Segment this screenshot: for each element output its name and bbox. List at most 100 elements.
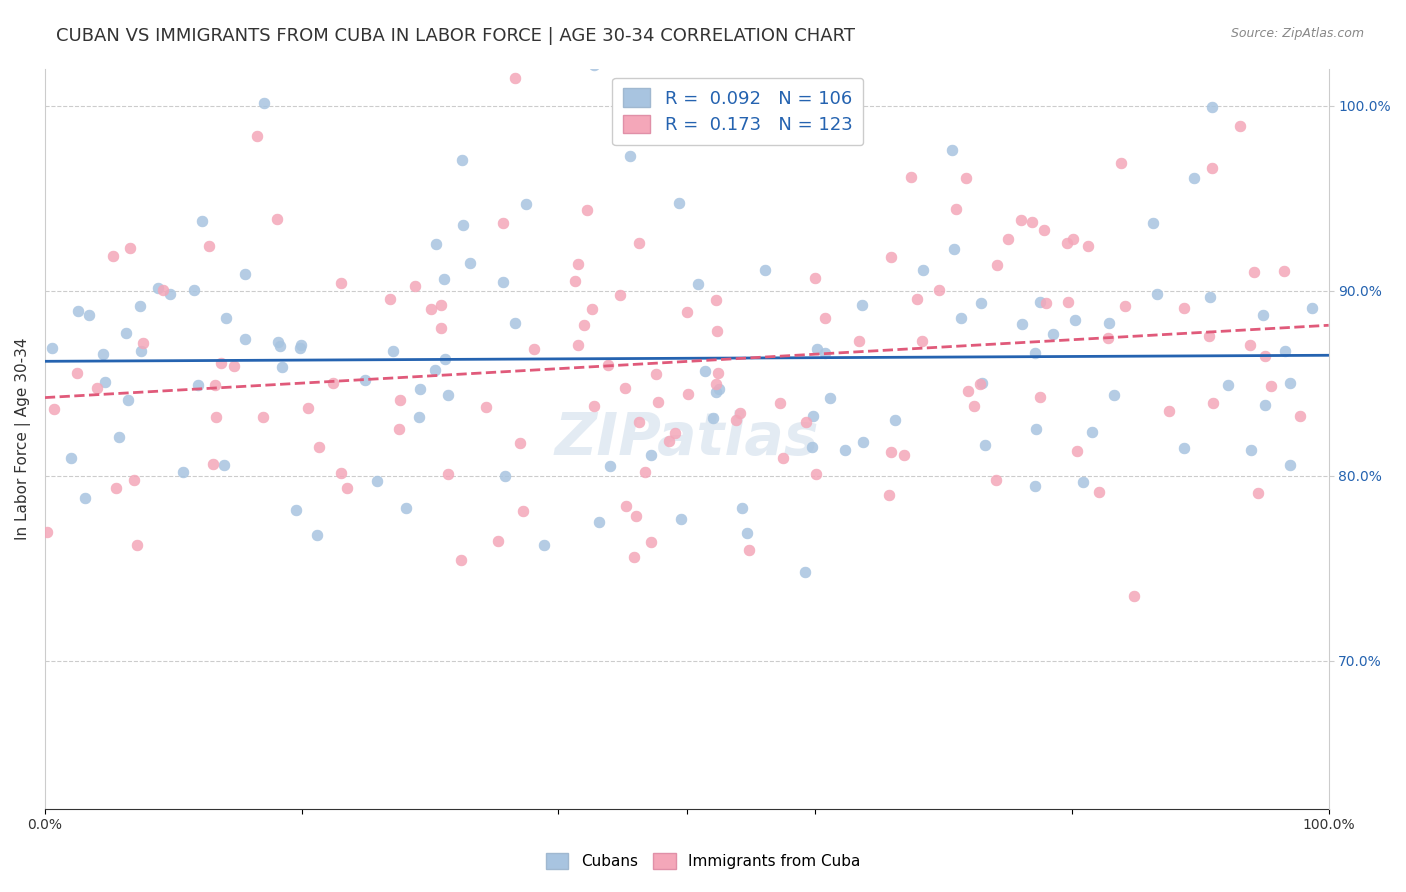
Point <box>533 538 555 552</box>
Point <box>707 367 730 381</box>
Point <box>614 500 637 514</box>
Point <box>388 393 411 408</box>
Point <box>668 196 690 211</box>
Point <box>725 413 748 427</box>
Point <box>1254 398 1277 412</box>
Point <box>614 381 637 395</box>
Point <box>450 552 472 566</box>
Point <box>86 381 108 395</box>
Point <box>66 366 89 380</box>
Point <box>1071 475 1094 489</box>
Point <box>804 467 827 481</box>
Point <box>91 347 114 361</box>
Point <box>1029 294 1052 309</box>
Point <box>1088 485 1111 500</box>
Point <box>1173 301 1195 315</box>
Point <box>159 287 181 301</box>
Point <box>215 311 238 326</box>
Point <box>576 202 599 217</box>
Point <box>1025 422 1047 436</box>
Point <box>266 211 288 226</box>
Point <box>1062 232 1084 246</box>
Point <box>253 95 276 110</box>
Point <box>900 169 922 184</box>
Point <box>308 440 330 454</box>
Point <box>35 525 58 540</box>
Point <box>433 272 456 286</box>
Point <box>814 346 837 360</box>
Point <box>801 440 824 454</box>
Point <box>658 434 681 448</box>
Point <box>437 467 460 481</box>
Point <box>599 459 621 474</box>
Point <box>75 491 97 505</box>
Point <box>588 516 610 530</box>
Point <box>451 218 474 232</box>
Point <box>1097 330 1119 344</box>
Point <box>851 298 873 312</box>
Point <box>297 401 319 415</box>
Point <box>582 58 605 72</box>
Point <box>941 143 963 157</box>
Point <box>1114 300 1136 314</box>
Point <box>198 238 221 252</box>
Point <box>336 481 359 495</box>
Point <box>205 409 228 424</box>
Point <box>1260 379 1282 393</box>
Point <box>1239 338 1261 352</box>
Point <box>1056 235 1078 250</box>
Point <box>834 442 856 457</box>
Point <box>644 367 666 381</box>
Point <box>754 263 776 277</box>
Point <box>707 382 730 396</box>
Point <box>806 343 828 357</box>
Point <box>437 387 460 401</box>
Point <box>1142 216 1164 230</box>
Point <box>564 275 586 289</box>
Point <box>945 202 967 217</box>
Point <box>105 481 128 495</box>
Point <box>675 305 697 319</box>
Point <box>271 359 294 374</box>
Legend: R =  0.092   N = 106, R =  0.173   N = 123: R = 0.092 N = 106, R = 0.173 N = 123 <box>613 78 863 145</box>
Point <box>503 317 526 331</box>
Point <box>686 277 709 292</box>
Point <box>728 406 751 420</box>
Point <box>1098 317 1121 331</box>
Point <box>1010 213 1032 227</box>
Point <box>512 504 534 518</box>
Point <box>60 450 83 465</box>
Point <box>233 267 256 281</box>
Point <box>419 302 441 317</box>
Point <box>814 311 837 326</box>
Point <box>41 341 63 355</box>
Point <box>183 283 205 297</box>
Point <box>1278 458 1301 472</box>
Point <box>955 171 977 186</box>
Point <box>969 377 991 392</box>
Point <box>1063 313 1085 327</box>
Point <box>382 343 405 358</box>
Point <box>1201 396 1223 410</box>
Point <box>204 378 226 392</box>
Point <box>852 435 875 450</box>
Point <box>1274 344 1296 359</box>
Point <box>986 473 1008 487</box>
Point <box>1272 264 1295 278</box>
Point <box>503 70 526 85</box>
Point <box>884 413 907 427</box>
Point <box>408 410 430 425</box>
Point <box>794 566 817 580</box>
Point <box>609 288 631 302</box>
Point <box>430 298 453 312</box>
Point <box>269 338 291 352</box>
Point <box>127 538 149 552</box>
Point <box>957 384 980 398</box>
Point <box>66 303 89 318</box>
Point <box>233 332 256 346</box>
Point <box>523 343 546 357</box>
Point <box>1021 215 1043 229</box>
Point <box>1253 349 1275 363</box>
Point <box>962 399 984 413</box>
Point <box>626 509 648 524</box>
